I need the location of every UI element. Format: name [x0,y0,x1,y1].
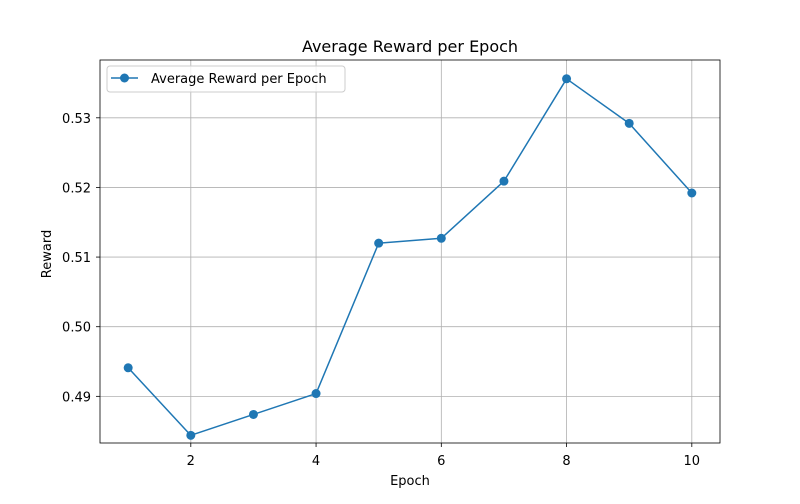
legend: Average Reward per Epoch [106,65,346,93]
legend-marker-swatch [120,73,129,83]
legend-label: Average Reward per Epoch [151,72,327,87]
data-point-6 [436,233,446,243]
data-point-2 [186,430,196,440]
y-tick-label-0: 0.49 [62,390,91,405]
axis-ticks: 2 4 6 8 10 0.49 0.50 0.51 0.52 0.53 [62,112,700,469]
y-tick-label-4: 0.53 [62,112,91,127]
y-tick-label-2: 0.51 [62,251,91,266]
legend-box [106,65,346,93]
plot-frame [99,59,721,444]
chart-title: Average Reward per Epoch [302,37,518,56]
x-tick-label-0: 2 [187,454,195,469]
data-point-4 [311,389,321,399]
x-tick-label-2: 6 [437,454,445,469]
data-point-9 [624,118,634,128]
series-layer [123,74,697,440]
data-point-8 [562,74,572,84]
data-point-7 [499,176,509,186]
y-axis-label: Reward [40,230,55,278]
y-tick-label-3: 0.52 [62,181,91,196]
x-tick-label-3: 8 [562,454,570,469]
data-point-1 [123,363,133,373]
x-axis-label: Epoch [390,474,430,489]
series-line-0 [127,78,693,437]
data-point-3 [248,409,258,419]
grid [100,60,720,443]
x-tick-label-1: 4 [312,454,320,469]
data-point-10 [687,188,697,198]
x-tick-label-4: 10 [684,454,701,469]
data-point-5 [374,238,384,248]
y-tick-label-1: 0.50 [62,321,91,336]
